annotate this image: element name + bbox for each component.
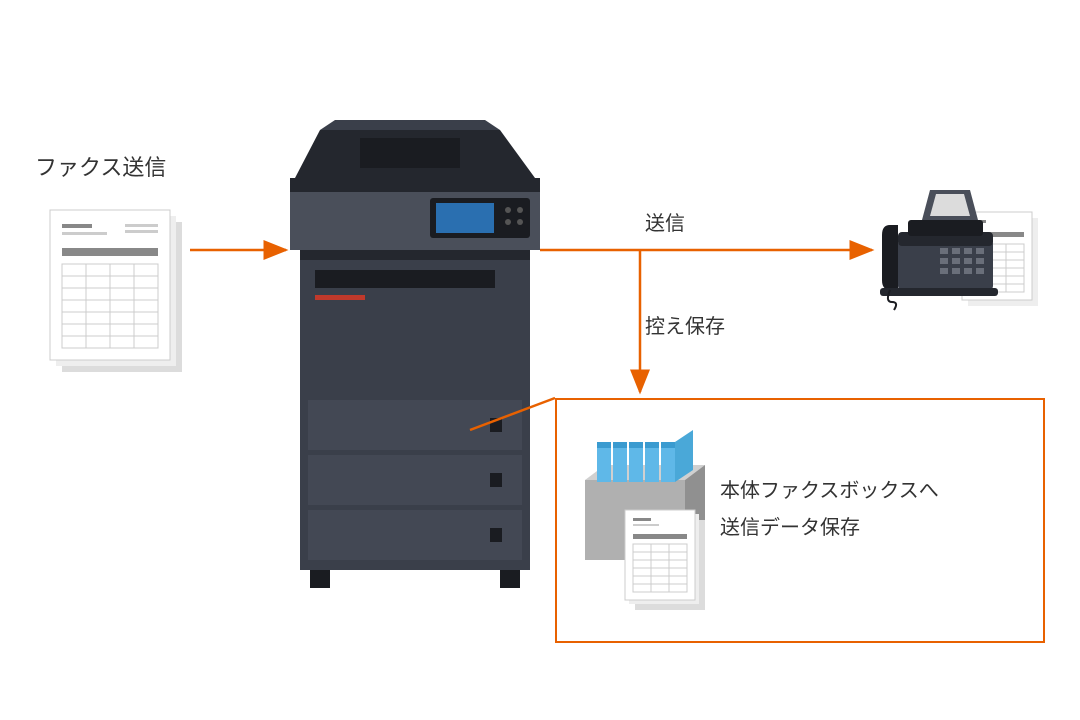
- fax-send-title: ファクス送信: [35, 150, 166, 182]
- box-description-line1: 本体ファクスボックスへ: [720, 475, 939, 507]
- fax-machine-icon: [880, 190, 1038, 310]
- mfp-printer-icon: [290, 120, 540, 588]
- copy-save-label: 控え保存: [645, 310, 725, 339]
- document-icon: [50, 210, 182, 372]
- box-description-line2: 送信データ保存: [720, 512, 860, 544]
- send-label: 送信: [645, 207, 685, 236]
